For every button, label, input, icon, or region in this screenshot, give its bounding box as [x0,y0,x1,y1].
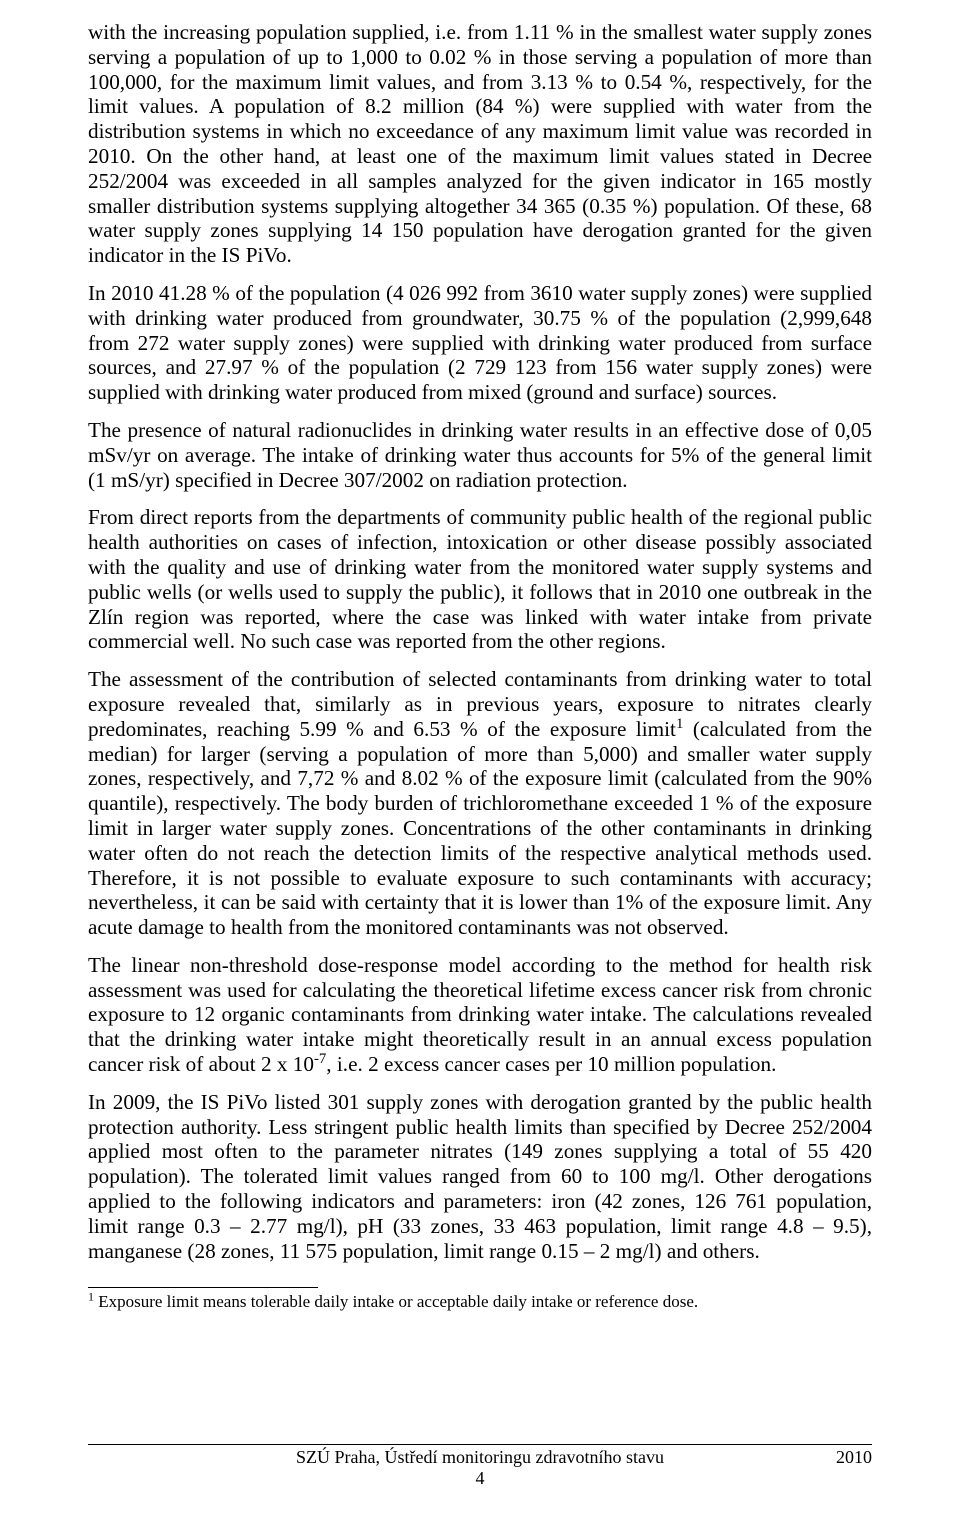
page-number: 4 [88,1468,872,1489]
footer-line: SZÚ Praha, Ústředí monitoringu zdravotní… [88,1447,872,1468]
paragraph-2: In 2010 41.28 % of the population (4 026… [88,281,872,405]
paragraph-5: The assessment of the contribution of se… [88,667,872,940]
footer-separator [88,1444,872,1445]
paragraph-4: From direct reports from the departments… [88,505,872,654]
paragraph-5-part-b: (calculated from the median) for larger … [88,717,872,939]
paragraph-6-part-b: , i.e. 2 excess cancer cases per 10 mill… [326,1052,776,1076]
footer-year: 2010 [836,1447,872,1468]
paragraph-1: with the increasing population supplied,… [88,20,872,268]
paragraph-7: In 2009, the IS PiVo listed 301 supply z… [88,1090,872,1264]
footnote-1: 1 Exposure limit means tolerable daily i… [88,1292,872,1312]
footnote-text: Exposure limit means tolerable daily int… [94,1292,698,1311]
paragraph-6: The linear non-threshold dose-response m… [88,953,872,1077]
exponent-neg7: -7 [314,1051,326,1067]
paragraph-3: The presence of natural radionuclides in… [88,418,872,492]
document-page: with the increasing population supplied,… [0,0,960,1519]
footer-institution: SZÚ Praha, Ústředí monitoringu zdravotní… [296,1447,664,1468]
footnote-separator [88,1287,318,1288]
page-footer: SZÚ Praha, Ústředí monitoringu zdravotní… [88,1444,872,1489]
